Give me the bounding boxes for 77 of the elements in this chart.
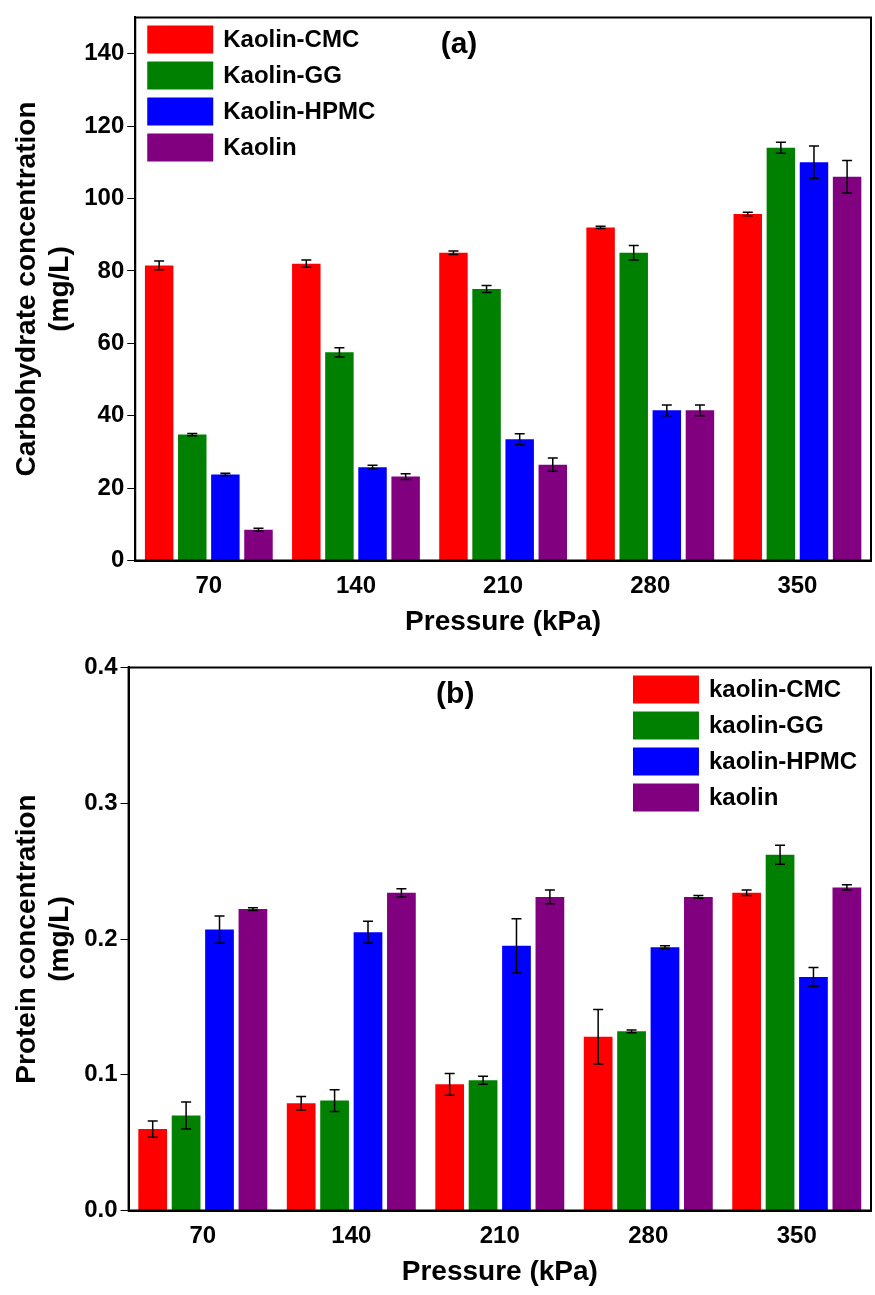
legend-label: Kaolin (223, 133, 297, 161)
annotation: (b) (436, 675, 475, 709)
bar (171, 1115, 201, 1211)
legend-label: kaolin (708, 783, 779, 811)
x-tick-label: 280 (628, 1220, 669, 1248)
y-tick-label: 0 (110, 545, 125, 573)
bar (619, 252, 648, 561)
x-tick-label: 350 (777, 570, 818, 598)
bar (685, 410, 715, 561)
y-tick-label: 140 (84, 38, 125, 66)
y-tick-label: 80 (97, 255, 125, 283)
x-axis-title: Pressure (kPa) (405, 604, 602, 636)
x-axis-title: Pressure (kPa) (401, 1254, 598, 1286)
y-tick-label: 0.2 (84, 923, 118, 951)
legend-label: kaolin-HPMC (708, 747, 858, 775)
bar (353, 932, 383, 1211)
bar (292, 263, 321, 561)
bar (684, 896, 713, 1211)
y-tick-label: 0.1 (84, 1059, 118, 1087)
y-tick-label: 120 (84, 110, 125, 138)
x-tick-label: 140 (335, 570, 376, 598)
y-tick-label: 100 (84, 183, 125, 211)
x-tick-label: 210 (479, 1220, 520, 1248)
bar (732, 892, 762, 1211)
y-axis-title: Carbohydrate concentration (mg/L) (9, 101, 75, 477)
bar (320, 1100, 349, 1211)
y-tick-label: 40 (97, 400, 125, 428)
bar (468, 1080, 498, 1211)
legend-label: Kaolin-HPMC (223, 97, 376, 125)
bar (765, 854, 795, 1211)
bar (799, 162, 829, 561)
bar (138, 1129, 168, 1211)
x-tick-label: 350 (776, 1220, 817, 1248)
y-axis-title: Protein concentration (mg/L) (9, 794, 75, 1084)
bar (799, 977, 828, 1211)
bar (733, 214, 762, 561)
bar (144, 265, 174, 561)
bar (586, 227, 615, 561)
legend-label: Kaolin-CMC (223, 25, 360, 53)
bar (238, 909, 268, 1211)
x-tick-label: 210 (483, 570, 524, 598)
bar (325, 352, 354, 561)
legend-label: Kaolin-GG (223, 61, 342, 89)
bar (435, 1084, 465, 1211)
bar (505, 439, 534, 561)
legend-label: kaolin-GG (708, 711, 824, 739)
bar (472, 289, 501, 561)
annotation: (a) (440, 25, 478, 59)
y-tick-label: 60 (97, 327, 125, 355)
x-tick-label: 140 (331, 1220, 372, 1248)
bar (832, 176, 862, 561)
x-tick-label: 280 (630, 570, 671, 598)
bar (439, 252, 468, 561)
y-tick-label: 0.4 (84, 652, 119, 680)
x-tick-label: 70 (195, 570, 223, 598)
bar (832, 887, 862, 1211)
bar (211, 474, 240, 561)
bar (205, 929, 234, 1211)
bar (358, 467, 387, 561)
bar (391, 476, 420, 561)
bar (583, 1036, 613, 1211)
bar (387, 892, 416, 1211)
bar (244, 529, 273, 561)
bar (650, 947, 680, 1211)
bar (286, 1103, 316, 1211)
bar (538, 464, 568, 561)
x-tick-label: 70 (189, 1220, 217, 1248)
bar (502, 945, 531, 1211)
bar (652, 410, 682, 561)
y-tick-label: 20 (97, 472, 125, 500)
bar (617, 1031, 646, 1211)
y-tick-label: 0.3 (84, 787, 118, 815)
legend-label: kaolin-CMC (708, 675, 841, 703)
bar (766, 147, 796, 561)
y-tick-label: 0.0 (84, 1195, 118, 1223)
bar (178, 434, 207, 561)
bar (535, 896, 565, 1211)
